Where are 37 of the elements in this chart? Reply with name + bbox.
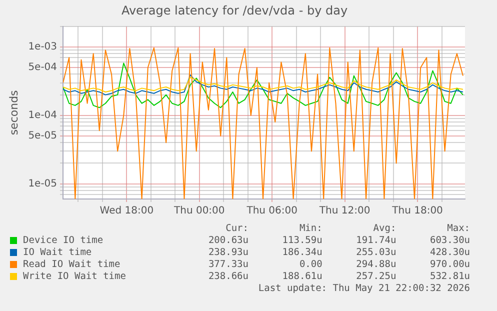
y-tick-label: 5e-04 [28,62,58,74]
x-tick-label: Thu 18:00 [391,206,443,217]
text: 970.00u [428,258,470,270]
x-tick-label: Thu 06:00 [246,206,298,217]
text: 603.30u [428,234,470,246]
text: 255.03u [355,246,396,258]
text: 238.66u [207,270,248,282]
text: 238.93u [207,246,248,258]
text: 532.81u [428,270,470,282]
text: Avg: [372,222,396,234]
text: Min: [298,222,322,234]
y-axis-title: seconds [7,90,20,136]
legend-label: Device IO time [23,234,104,246]
text: 186.34u [281,246,322,258]
text: 200.63u [207,234,248,246]
y-tick-label: 1e-03 [28,42,58,53]
y-tick-label: 1e-05 [28,178,58,190]
legend-label: Write IO Wait time [23,270,126,282]
text: 0.00 [298,258,322,270]
text: 191.74u [355,234,396,246]
text: 294.88u [355,258,396,270]
text: 377.33u [207,258,248,270]
x-tick-label: Thu 00:00 [173,206,225,217]
legend-label: Read IO Wait time [23,258,120,270]
legend-label: IO Wait time [23,246,92,258]
y-tick-label: 5e-05 [28,130,58,142]
text: Cur: [224,222,248,234]
text: 188.61u [281,270,322,282]
x-tick-label: Thu 12:00 [318,206,370,217]
chart-title: Average latency for /dev/vda - by day [121,3,348,18]
y-tick-label: 1e-04 [28,110,58,121]
text: 113.59u [281,234,322,246]
text: 428.30u [428,246,470,258]
text: Max: [446,222,470,234]
text: Last update: Thu May 21 22:00:32 2026 [257,283,470,294]
text: 257.25u [355,270,396,282]
x-tick-label: Wed 18:00 [100,206,154,217]
